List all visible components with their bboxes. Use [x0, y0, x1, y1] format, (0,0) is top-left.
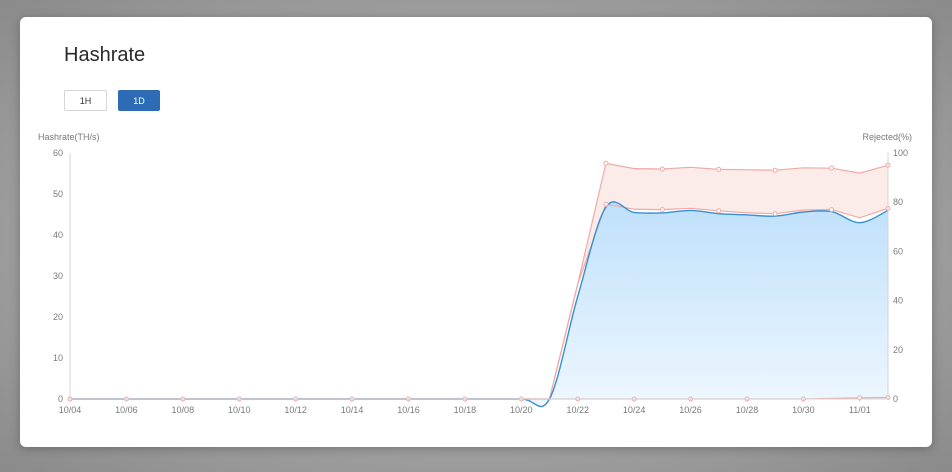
x-tick-label: 10/20	[510, 405, 533, 415]
range-button-1d[interactable]: 1D	[118, 90, 160, 111]
x-tick-label: 10/04	[59, 405, 82, 415]
y-tick-label: 0	[58, 394, 63, 404]
x-tick-label: 10/08	[172, 405, 195, 415]
x-tick-label: 10/14	[341, 405, 364, 415]
x-tick-label: 10/12	[284, 405, 307, 415]
y2-tick-label: 80	[893, 197, 903, 207]
x-tick-label: 11/01	[849, 405, 871, 415]
rejected-lower-point	[829, 207, 835, 213]
rejected-lower-point	[772, 211, 778, 217]
x-tick-label: 10/18	[454, 405, 477, 415]
page-title: Hashrate	[64, 44, 146, 66]
y-tick-label: 60	[53, 148, 63, 158]
x-tick-label: 10/06	[115, 405, 138, 415]
y2-axis-title: Rejected(%)	[862, 132, 912, 142]
hashrate-area	[70, 201, 888, 407]
y-tick-label: 30	[53, 271, 63, 281]
rejected-lower-point	[603, 201, 609, 207]
rejected-upper-point	[603, 160, 609, 166]
rejected-upper-point	[659, 166, 665, 172]
x-tick-label: 10/22	[566, 405, 589, 415]
y2-tick-label: 20	[893, 345, 903, 355]
range-button-1h[interactable]: 1H	[64, 90, 107, 111]
y-tick-label: 40	[53, 230, 63, 240]
rejected-upper-point	[716, 166, 722, 172]
y2-tick-label: 40	[893, 296, 903, 306]
rejected-lower-point	[659, 207, 665, 213]
y2-tick-label: 0	[893, 394, 898, 404]
y-tick-label: 50	[53, 189, 63, 199]
y2-tick-label: 100	[893, 148, 908, 158]
y-tick-label: 20	[53, 312, 63, 322]
y2-tick-label: 60	[893, 246, 903, 256]
x-tick-label: 10/10	[228, 405, 251, 415]
x-tick-label: 10/16	[397, 405, 420, 415]
x-tick-label: 10/30	[792, 405, 815, 415]
x-tick-label: 10/26	[679, 405, 702, 415]
x-tick-label: 10/24	[623, 405, 646, 415]
rejected-lower-point	[716, 208, 722, 214]
y-axis-title: Hashrate(TH/s)	[38, 132, 100, 142]
rejected-band-area	[70, 163, 888, 399]
rejected-upper-point	[772, 167, 778, 173]
rejected-upper-point	[829, 165, 835, 171]
y-tick-label: 10	[53, 353, 63, 363]
x-tick-label: 10/28	[736, 405, 759, 415]
